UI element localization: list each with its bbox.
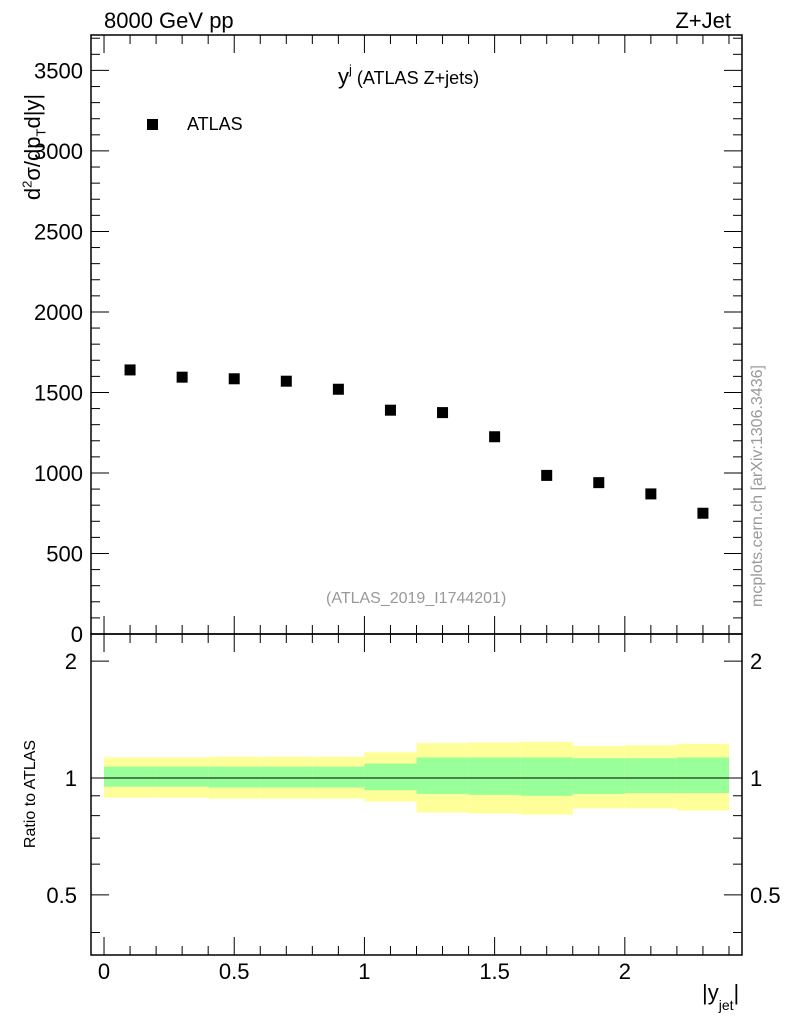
upper-y-tick-label: 500 xyxy=(46,541,83,566)
lower-y-tick-label-right: 1 xyxy=(750,766,762,791)
analysis-tag: (ATLAS_2019_I1744201) xyxy=(326,590,507,607)
data-point-atlas xyxy=(124,364,136,376)
ratio-band-stat-3 xyxy=(260,766,313,788)
ratio-band-stat-11 xyxy=(676,757,729,794)
ratio-band-stat-4 xyxy=(312,766,365,788)
x-tick-label: 1 xyxy=(358,959,370,984)
plot-title: yj (ATLAS Z+jets) xyxy=(338,61,480,90)
x-tick-label: 2 xyxy=(619,959,631,984)
upper-y-tick-label: 1000 xyxy=(34,461,83,486)
xlabel-end: | xyxy=(733,980,740,1005)
plot-title-main: y xyxy=(338,64,349,89)
upper-y-tick-label: 3500 xyxy=(34,58,83,83)
y-axis-label-upper: d2σ/dpTd|y| xyxy=(20,94,49,200)
legend-label-atlas: ATLAS xyxy=(187,114,243,134)
ratio-band-stat-6 xyxy=(416,757,469,794)
data-point-atlas xyxy=(176,371,188,383)
ylabel-d: d xyxy=(19,187,45,201)
ratio-band-stat-8 xyxy=(520,757,573,796)
x-tick-label: 0.5 xyxy=(219,959,250,984)
data-point-atlas xyxy=(645,488,657,500)
header-right-label: Z+Jet xyxy=(675,8,731,33)
lower-y-tick-label-left: 1 xyxy=(65,766,77,791)
xlabel-sub: jet xyxy=(718,997,734,1014)
upper-y-tick-label: 3000 xyxy=(34,139,83,164)
ratio-band-stat-7 xyxy=(468,757,521,795)
upper-y-tick-label: 0 xyxy=(71,622,83,647)
xlabel-main: |y xyxy=(702,980,719,1005)
x-tick-label: 0 xyxy=(98,959,110,984)
y-axis-label-lower: Ratio to ATLAS xyxy=(22,739,39,849)
data-point-atlas xyxy=(593,477,605,489)
data-point-atlas xyxy=(332,383,344,395)
ylabel-abs-y: |y| xyxy=(19,93,45,117)
ylabel-sigma: σ/dp xyxy=(19,136,45,181)
lower-y-tick-label-left: 2 xyxy=(65,649,77,674)
lower-y-tick-label-right: 2 xyxy=(750,649,762,674)
ylabel-sup: 2 xyxy=(19,180,35,188)
side-credit-label: mcplots.cern.ch [arXiv:1306.3436] xyxy=(749,365,766,607)
header-left-label: 8000 GeV pp xyxy=(104,8,234,33)
upper-y-tick-label: 1500 xyxy=(34,380,83,405)
data-point-atlas xyxy=(384,404,396,416)
lower-y-tick-label-right: 0.5 xyxy=(750,883,781,908)
ratio-band-stat-1 xyxy=(156,766,209,787)
data-point-atlas xyxy=(541,469,553,481)
ratio-band-stat-2 xyxy=(208,766,261,788)
ratio-band-stat-10 xyxy=(624,758,677,794)
plot-title-rest: (ATLAS Z+jets) xyxy=(351,68,480,88)
legend-marker-atlas xyxy=(147,119,158,130)
ratio-band-stat-0 xyxy=(104,766,157,787)
ratio-band-stat-5 xyxy=(364,763,417,791)
x-axis-label: |yjet| xyxy=(702,980,740,1013)
legend: ATLAS xyxy=(147,114,267,136)
data-point-atlas xyxy=(437,407,449,419)
lower-y-tick-label-left: 0.5 xyxy=(46,883,77,908)
data-point-atlas xyxy=(697,507,709,519)
ylabel-sub: T xyxy=(33,128,49,137)
upper-y-tick-label: 2000 xyxy=(34,300,83,325)
ratio-band-stat-9 xyxy=(572,758,625,794)
plot-title-sup: j xyxy=(349,61,352,77)
x-tick-label: 1.5 xyxy=(479,959,510,984)
upper-y-tick-label: 2500 xyxy=(34,219,83,244)
data-point-atlas xyxy=(489,431,501,443)
data-point-atlas xyxy=(280,375,292,387)
data-point-atlas xyxy=(228,373,240,385)
ylabel-d2: d xyxy=(19,116,45,129)
